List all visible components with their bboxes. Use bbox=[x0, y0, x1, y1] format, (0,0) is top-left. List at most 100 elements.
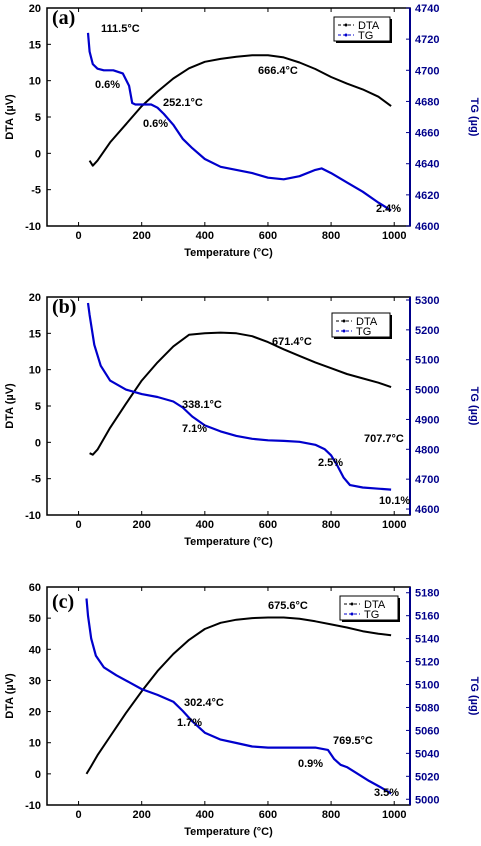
panel-c: 0 200 400 600 800 1000-1001020304050605000502… bbox=[4, 582, 480, 838]
y-right-tick-label: 5100 bbox=[415, 680, 439, 692]
x-tick-label: 1000 bbox=[382, 230, 406, 242]
y-right-tick-label: 5140 bbox=[415, 634, 439, 646]
y-right-tick-label: 5100 bbox=[415, 355, 439, 367]
y-right-tick-label: 4620 bbox=[415, 190, 439, 202]
annotation-label: 111.5°C bbox=[101, 23, 140, 35]
annotation-label: 0.9% bbox=[298, 758, 323, 770]
y-right-tick-label: 5120 bbox=[415, 657, 439, 669]
legend-box bbox=[333, 16, 391, 42]
y-left-tick-label: 60 bbox=[29, 582, 41, 594]
y-right-tick-label: 4900 bbox=[415, 414, 439, 426]
y-left-tick-label: 30 bbox=[29, 675, 41, 687]
y-left-tick-label: 0 bbox=[35, 769, 41, 781]
annotation-label: 252.1°C bbox=[163, 97, 203, 109]
y-left-tick-label: -5 bbox=[31, 474, 41, 486]
annotation-label: 666.4°C bbox=[258, 65, 298, 77]
y-left-axis-title: DTA (µV) bbox=[4, 673, 16, 719]
x-tick-label: 400 bbox=[196, 809, 214, 821]
x-tick-label: 400 bbox=[196, 230, 214, 242]
y-right-axis-title: TG (µg) bbox=[468, 677, 480, 716]
y-right-tick-label: 5300 bbox=[415, 295, 439, 307]
annotation-label: 0.6% bbox=[95, 79, 120, 91]
x-tick-label: 200 bbox=[133, 809, 151, 821]
x-tick-label: 200 bbox=[133, 230, 151, 242]
y-left-axis-title: DTA (µV) bbox=[4, 94, 16, 140]
y-left-tick-label: 20 bbox=[29, 292, 41, 304]
y-right-tick-label: 4700 bbox=[415, 474, 439, 486]
tg-legend-label: TG bbox=[364, 609, 379, 621]
tg-legend-marker bbox=[342, 329, 346, 333]
y-left-tick-label: 10 bbox=[29, 365, 41, 377]
x-tick-label: 800 bbox=[322, 809, 340, 821]
dta-series-line bbox=[85, 616, 392, 775]
x-tick-label: 600 bbox=[259, 230, 277, 242]
y-left-tick-label: 20 bbox=[29, 707, 41, 719]
dta-legend-marker bbox=[344, 23, 348, 27]
annotation-label: 2.5% bbox=[318, 457, 343, 469]
annotation-label: 10.1% bbox=[379, 495, 410, 507]
y-left-tick-label: 40 bbox=[29, 644, 41, 656]
legend-box bbox=[331, 312, 391, 338]
x-tick-label: 200 bbox=[133, 519, 151, 531]
y-right-tick-label: 5180 bbox=[415, 588, 439, 600]
y-left-tick-label: 50 bbox=[29, 613, 41, 625]
x-axis-title: Temperature (°C) bbox=[184, 536, 273, 548]
annotation-label: 3.5% bbox=[374, 787, 399, 799]
y-right-tick-label: 4660 bbox=[415, 128, 439, 140]
panel-a: 0 200 400 600 800 1000 -10 -5 0 5 10 15 20 4600 4620 46… bbox=[4, 3, 480, 259]
dta-legend-label: DTA bbox=[364, 599, 386, 611]
annotation-label: 302.4°C bbox=[184, 697, 224, 709]
dta-legend-label: DTA bbox=[358, 20, 380, 32]
x-axis-title: Temperature (°C) bbox=[184, 247, 273, 259]
x-tick-label: 1000 bbox=[382, 809, 406, 821]
y-right-tick-label: 4600 bbox=[415, 221, 439, 233]
annotation-label: 7.1% bbox=[182, 423, 207, 435]
x-tick-label: 400 bbox=[196, 519, 214, 531]
legend-box bbox=[339, 595, 399, 621]
x-tick-label: 600 bbox=[259, 519, 277, 531]
y-left-tick-label: 15 bbox=[29, 39, 41, 51]
y-left-axis-title: DTA (µV) bbox=[4, 383, 16, 429]
y-right-tick-label: 4800 bbox=[415, 444, 439, 456]
y-right-axis-title: TG (µg) bbox=[468, 98, 480, 137]
annotation-label: 675.6°C bbox=[268, 600, 308, 612]
annotation-label: 1.7% bbox=[177, 717, 202, 729]
y-left-tick-label: 5 bbox=[35, 401, 41, 413]
y-left-tick-label: -5 bbox=[31, 185, 41, 197]
y-right-tick-label: 5200 bbox=[415, 325, 439, 337]
x-tick-label: 600 bbox=[259, 809, 277, 821]
annotation-label: 0.6% bbox=[143, 118, 168, 130]
dta-legend-label: DTA bbox=[356, 316, 378, 328]
y-left-tick-label: 0 bbox=[35, 437, 41, 449]
x-tick-label: 800 bbox=[322, 230, 340, 242]
dta-legend-marker bbox=[350, 602, 354, 606]
y-right-tick-label: 4740 bbox=[415, 3, 439, 15]
tg-legend-label: TG bbox=[358, 30, 373, 42]
panel-b: 0 200 400 600 800 1000 -10 -5 0 5 10 15 20 4600 4700 48… bbox=[4, 292, 480, 548]
panel-label: (a) bbox=[52, 7, 75, 29]
y-left-tick-label: -10 bbox=[25, 800, 41, 812]
y-left-tick-label: -10 bbox=[25, 221, 41, 233]
annotation-label: 707.7°C bbox=[364, 433, 404, 445]
y-right-tick-label: 5060 bbox=[415, 725, 439, 737]
panel-label: (c) bbox=[52, 591, 74, 613]
y-right-tick-label: 5020 bbox=[415, 771, 439, 783]
y-left-tick-label: 15 bbox=[29, 328, 41, 340]
x-axis-title: Temperature (°C) bbox=[184, 826, 273, 838]
y-right-axis-title: TG (µg) bbox=[468, 387, 480, 426]
x-tick-label: 0 bbox=[76, 809, 82, 821]
dta-series-line bbox=[89, 331, 392, 456]
x-tick-label: 0 bbox=[76, 230, 82, 242]
y-left-tick-label: 5 bbox=[35, 112, 41, 124]
tg-series-line bbox=[86, 32, 392, 212]
y-right-tick-label: 5160 bbox=[415, 611, 439, 623]
annotation-label: 671.4°C bbox=[272, 336, 312, 348]
y-left-tick-label: 10 bbox=[29, 76, 41, 88]
y-right-tick-label: 4720 bbox=[415, 34, 439, 46]
y-right-tick-label: 4680 bbox=[415, 96, 439, 108]
y-left-tick-label: -10 bbox=[25, 510, 41, 522]
